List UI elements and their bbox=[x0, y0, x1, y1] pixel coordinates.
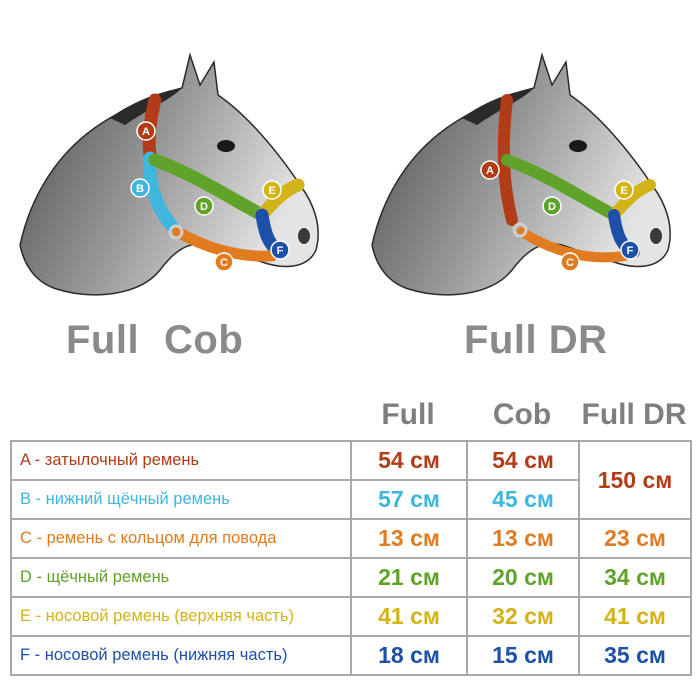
column-header-cob: Cob bbox=[492, 398, 552, 431]
table-row-f: F - носовой ремень (нижняя часть) 18 см … bbox=[10, 635, 692, 676]
svg-text:C: C bbox=[566, 257, 574, 269]
cell-c-full-dr: 23 см bbox=[578, 518, 692, 559]
cell-f-full-dr: 35 см bbox=[578, 635, 692, 676]
caption-full-dr: Full DR bbox=[464, 318, 608, 362]
column-header-full-dr: Full DR bbox=[581, 398, 687, 431]
cell-a-full: 54 см bbox=[350, 440, 468, 481]
svg-text:B: B bbox=[136, 183, 144, 195]
table-row-e: E - носовой ремень (верхняя часть) 41 см… bbox=[10, 596, 692, 637]
horse-left-image: A B C D E F bbox=[19, 54, 319, 296]
cell-d-full: 21 см bbox=[350, 557, 468, 598]
cell-d-full-dr: 34 см bbox=[578, 557, 692, 598]
row-label-a: A - затылочный ремень bbox=[10, 440, 352, 481]
svg-text:F: F bbox=[277, 245, 284, 257]
row-label-b: B - нижний щёчный ремень bbox=[10, 479, 352, 520]
size-table: A - затылочный ремень 54 см 54 см 150 см… bbox=[10, 440, 692, 676]
table-row-d: D - щёчный ремень 21 см 20 см 34 см bbox=[10, 557, 692, 598]
svg-text:E: E bbox=[268, 185, 275, 197]
svg-text:D: D bbox=[548, 201, 556, 213]
caption-cob: Cob bbox=[164, 318, 244, 362]
caption-full: Full bbox=[66, 318, 140, 362]
table-row-c: C - ремень с кольцом для повода 13 см 13… bbox=[10, 518, 692, 559]
cell-c-cob: 13 см bbox=[466, 518, 580, 559]
cell-f-cob: 15 см bbox=[466, 635, 580, 676]
table-row-b: B - нижний щёчный ремень 57 см 45 см bbox=[10, 479, 691, 520]
svg-text:E: E bbox=[620, 185, 627, 197]
cell-d-cob: 20 см bbox=[466, 557, 580, 598]
horse-right-image: A C D E F bbox=[371, 54, 671, 296]
cell-e-cob: 32 см bbox=[466, 596, 580, 637]
cell-ab-full-dr: 150 см bbox=[578, 440, 692, 520]
row-label-f: F - носовой ремень (нижняя часть) bbox=[10, 635, 352, 676]
cell-b-cob: 45 см bbox=[466, 479, 580, 520]
svg-text:C: C bbox=[220, 257, 228, 269]
row-label-c: C - ремень с кольцом для повода bbox=[10, 518, 352, 559]
column-header-full: Full bbox=[381, 398, 435, 431]
cell-b-full: 57 см bbox=[350, 479, 468, 520]
halter-illustration: A B C D E F A C D E F bbox=[19, 54, 671, 296]
svg-text:A: A bbox=[486, 165, 494, 177]
cell-a-cob: 54 см bbox=[466, 440, 580, 481]
svg-text:F: F bbox=[627, 245, 634, 257]
table-row-a: A - затылочный ремень 54 см 54 см 150 см bbox=[10, 440, 692, 520]
row-label-d: D - щёчный ремень bbox=[10, 557, 352, 598]
svg-text:D: D bbox=[200, 201, 208, 213]
cell-e-full: 41 см bbox=[350, 596, 468, 637]
cell-e-full-dr: 41 см bbox=[578, 596, 692, 637]
cell-f-full: 18 см bbox=[350, 635, 468, 676]
svg-text:A: A bbox=[142, 126, 150, 138]
row-label-e: E - носовой ремень (верхняя часть) bbox=[10, 596, 352, 637]
cell-c-full: 13 см bbox=[350, 518, 468, 559]
